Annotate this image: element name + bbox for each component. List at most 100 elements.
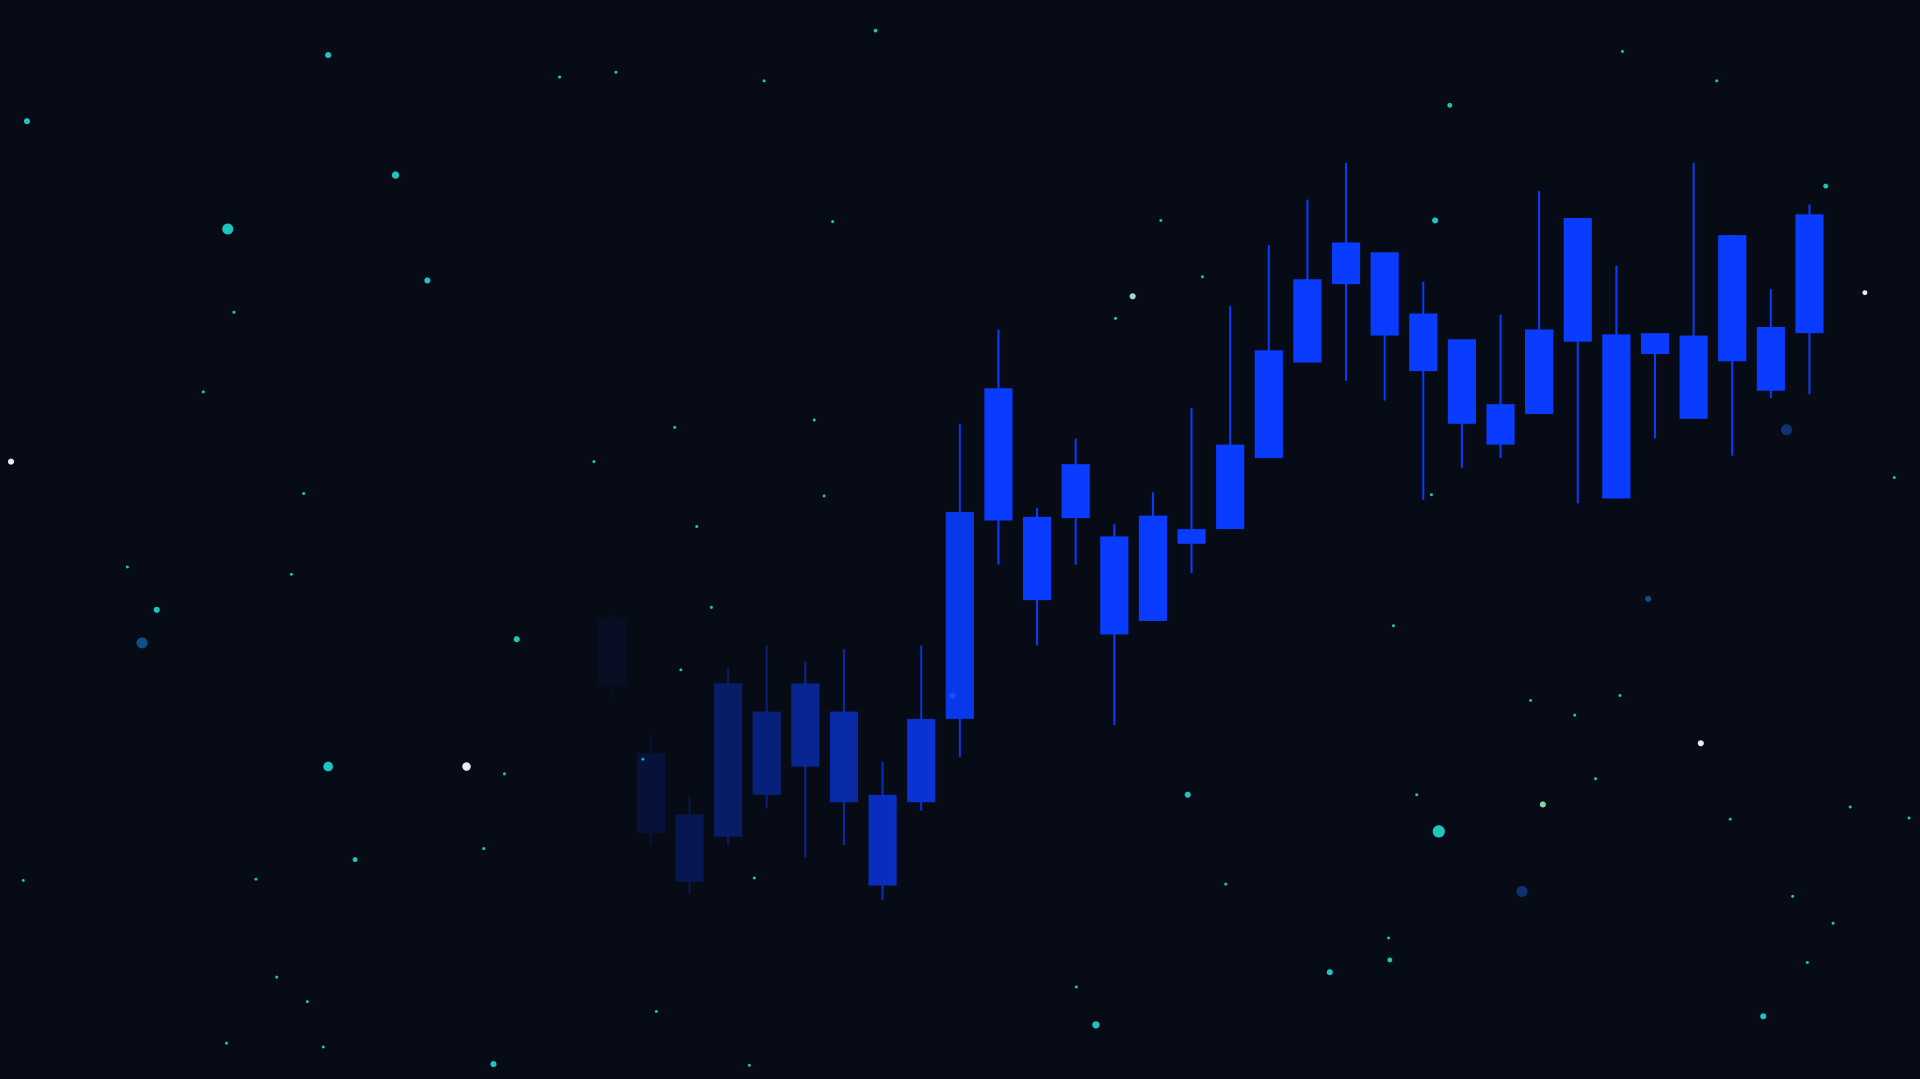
candle-body — [829, 711, 859, 803]
particle — [1326, 969, 1333, 976]
candle-body — [1177, 529, 1206, 544]
particle — [1728, 817, 1732, 821]
particle — [125, 565, 129, 569]
particle — [1823, 183, 1829, 189]
particle — [513, 636, 520, 643]
particle — [1447, 102, 1453, 108]
particle — [1200, 275, 1204, 279]
candle-body — [1022, 516, 1052, 601]
particle — [1645, 595, 1652, 602]
candle-body — [1602, 334, 1631, 499]
candle-body — [1525, 329, 1554, 414]
particle — [1074, 985, 1078, 989]
candle-body — [636, 753, 665, 833]
candle — [945, 423, 974, 757]
particle — [1516, 885, 1528, 897]
plot-area — [598, 162, 1824, 901]
candle-body — [1331, 242, 1361, 285]
candle-body — [1293, 279, 1322, 363]
particle — [321, 1045, 325, 1049]
candle — [1177, 407, 1206, 574]
particle — [323, 761, 334, 772]
particle — [289, 572, 293, 576]
candle-body — [791, 683, 820, 767]
candle — [1100, 524, 1129, 726]
particle — [641, 757, 645, 761]
particle — [232, 310, 236, 314]
candle — [791, 661, 820, 858]
particle — [1539, 801, 1546, 808]
candle — [1602, 265, 1631, 499]
candle — [868, 761, 897, 901]
particle — [1159, 218, 1163, 222]
candle-body — [1795, 214, 1824, 334]
particle — [873, 28, 878, 33]
candle-body — [907, 718, 936, 803]
particle — [1387, 936, 1391, 940]
particle — [201, 390, 205, 394]
particle — [822, 494, 826, 498]
particle — [1805, 960, 1809, 964]
particle — [679, 668, 683, 672]
particle — [1129, 293, 1136, 300]
candle-body — [1640, 333, 1670, 354]
candle — [1679, 162, 1708, 419]
candle — [636, 734, 665, 846]
particle — [482, 847, 486, 851]
particle — [812, 418, 816, 422]
particle — [1184, 791, 1191, 798]
particle — [222, 223, 234, 235]
candle-body — [1061, 464, 1090, 519]
particle — [1092, 1021, 1100, 1029]
particle — [1907, 816, 1911, 820]
candle — [1138, 492, 1168, 621]
particle — [1862, 290, 1868, 296]
candle — [1216, 306, 1245, 530]
candle — [1563, 218, 1592, 504]
particle — [1781, 424, 1793, 436]
particle — [503, 772, 506, 776]
particle — [1892, 476, 1896, 480]
candle-body — [598, 618, 627, 686]
candle-body — [984, 388, 1013, 521]
particle — [1415, 793, 1419, 797]
particle — [254, 877, 258, 881]
candle-body — [1756, 327, 1785, 391]
particle — [7, 458, 15, 465]
candle — [1409, 281, 1438, 500]
particle — [305, 1000, 309, 1004]
particle — [23, 118, 30, 125]
particle — [695, 525, 699, 529]
particle — [709, 605, 713, 609]
candle — [1486, 314, 1515, 459]
particle — [1573, 713, 1577, 717]
candle-body — [675, 814, 704, 882]
candle — [1447, 339, 1476, 468]
particle — [1392, 624, 1395, 628]
particle — [747, 1063, 751, 1067]
candle — [1795, 204, 1824, 395]
candle — [1525, 191, 1554, 414]
particle — [1224, 882, 1228, 886]
candle — [1061, 438, 1090, 565]
particle — [614, 70, 618, 74]
particle — [592, 460, 596, 464]
candle-body — [752, 711, 781, 795]
particle — [1429, 493, 1433, 497]
candle-body — [1216, 444, 1245, 530]
particle — [325, 52, 332, 59]
particle — [1831, 921, 1835, 925]
particle — [1594, 777, 1597, 781]
candle-body — [1486, 404, 1515, 445]
candle — [752, 645, 781, 809]
candle — [1293, 199, 1322, 363]
particle — [352, 857, 358, 863]
candle-body — [714, 683, 743, 837]
particle — [391, 171, 400, 179]
particle — [21, 878, 25, 882]
particle — [490, 1061, 497, 1068]
particle — [1620, 49, 1624, 53]
particle — [1618, 694, 1622, 697]
